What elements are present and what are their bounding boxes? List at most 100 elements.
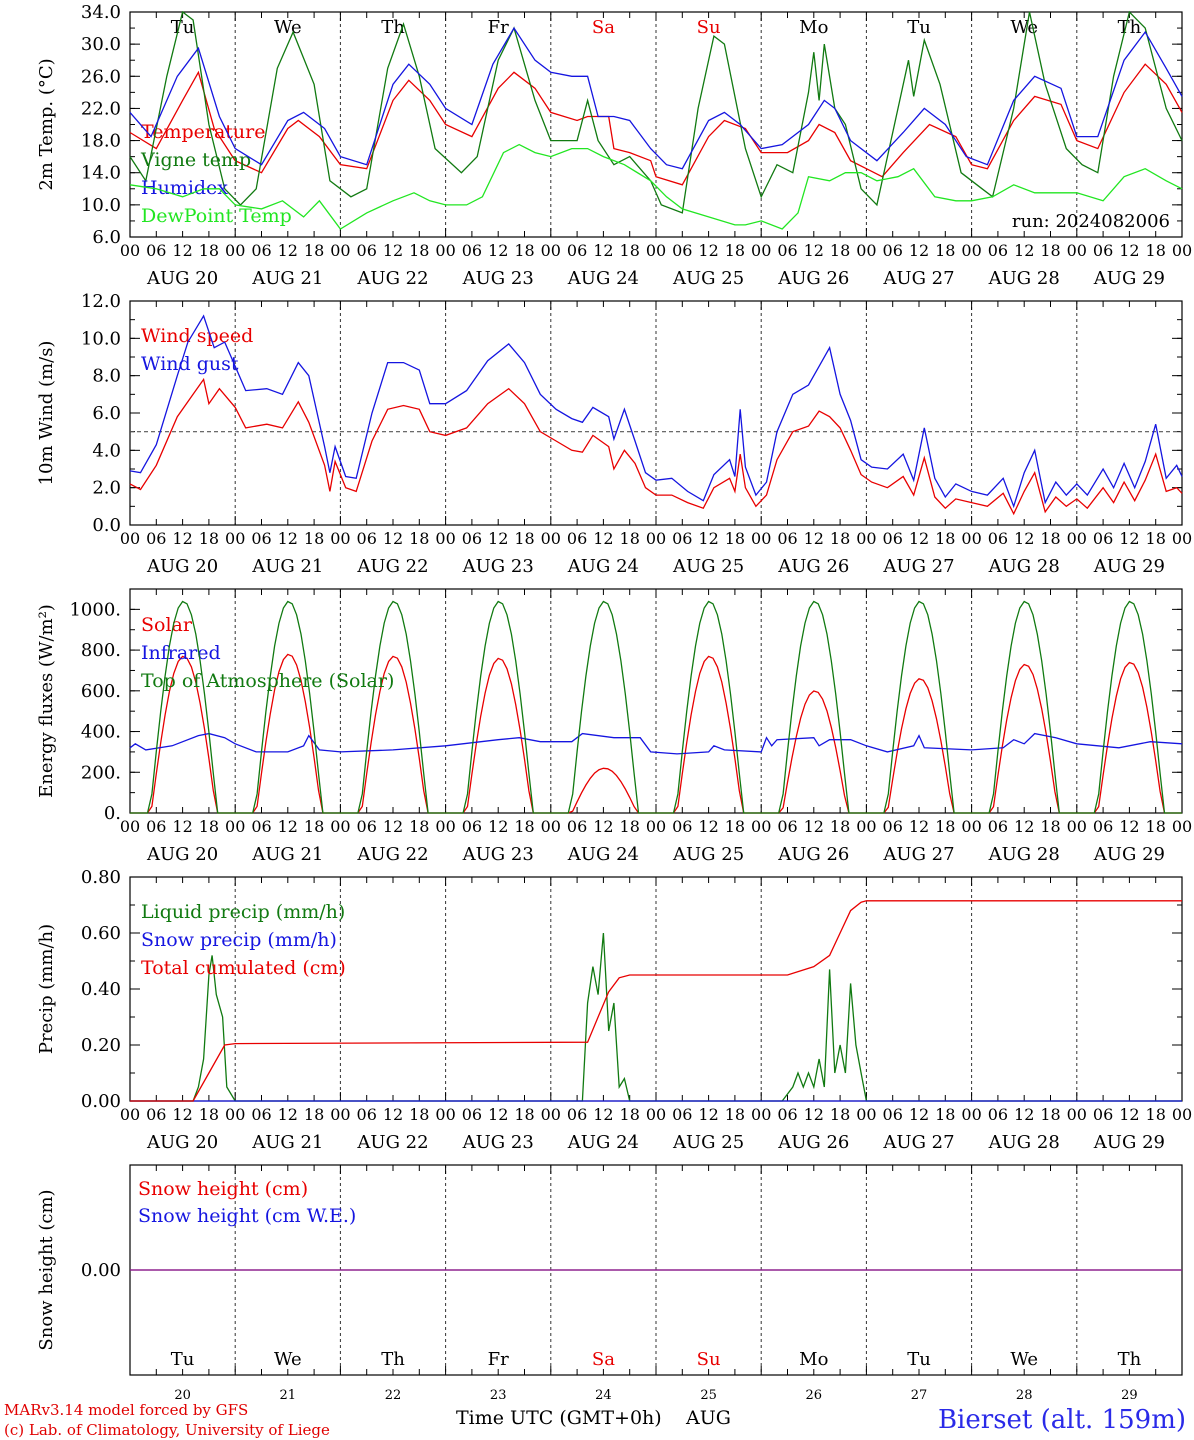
weekday-label: Th [381,17,405,38]
y-tick-label: 30.0 [81,34,121,55]
hour-tick-label: 06 [1093,817,1113,836]
hour-tick-label: 00 [541,1105,561,1124]
date-label: AUG 26 [777,268,849,289]
hour-tick-label: 18 [725,817,745,836]
weekday-label: Sa [592,17,615,38]
hour-tick-label: 18 [304,817,324,836]
date-label: AUG 29 [1093,844,1165,865]
date-label: AUG 20 [146,268,218,289]
date-label: AUG 28 [988,1132,1060,1153]
y-tick-label: 0.40 [81,979,121,1000]
hour-tick-label: 18 [620,1105,640,1124]
hour-tick-label: 00 [330,529,350,548]
date-label: AUG 23 [462,556,534,577]
weekday-label: Tu [171,1349,195,1370]
date-label: AUG 24 [567,1132,639,1153]
day-number: 29 [1121,1388,1138,1403]
hour-tick-label: 06 [251,817,271,836]
legend-liquid-precip-mm-h-: Liquid precip (mm/h) [141,901,345,923]
hour-tick-label: 12 [1014,817,1034,836]
y-tick-label: 6.0 [92,227,121,248]
day-numbers: 20 21 22 23 24 25 26 27 28 29 [174,1388,1137,1403]
y-tick-label: 0.60 [81,923,121,944]
weekday-label: Su [697,1349,721,1370]
day-number: 27 [911,1388,928,1403]
hour-tick-label: 12 [488,817,508,836]
hour-tick-label: 18 [514,817,534,836]
hour-tick-label: 18 [409,817,429,836]
legend-total-cumulated-cm-: Total cumulated (cm) [141,957,346,979]
hour-tick-label: 18 [304,529,324,548]
date-label: AUG 24 [567,844,639,865]
series-line-wind-gust [129,314,1183,509]
hour-tick-label: 00 [330,817,350,836]
hour-tick-label: 06 [672,529,692,548]
hour-tick-label: 12 [804,241,824,260]
hour-tick-label: 18 [620,817,640,836]
panel-5: 0.00 Snow height (cm) Tu We Th Fr Sa Su Mo Tu We Th… [36,1164,1183,1376]
hour-tick-label: 00 [330,1105,350,1124]
hour-tick-label: 18 [199,1105,219,1124]
hour-tick-label: 06 [988,241,1008,260]
date-label: AUG 21 [251,268,323,289]
legend-wind-speed: Wind speed [141,325,253,347]
date-label: AUG 28 [988,268,1060,289]
station-label: Bierset (alt. 159m) [938,1405,1186,1435]
hour-tick-label: 12 [1119,529,1139,548]
month-label: AUG [685,1407,731,1429]
hour-tick-label: 18 [304,241,324,260]
hour-tick-label: 00 [1172,817,1192,836]
weekday-label: Mo [799,17,828,38]
hour-tick-label: 06 [146,241,166,260]
hour-tick-label: 12 [488,1105,508,1124]
hour-tick-label: 06 [672,817,692,836]
hour-tick-label: 06 [146,817,166,836]
hour-tick-label: 18 [830,817,850,836]
weekday-label: Fr [488,1349,509,1370]
hour-tick-label: 12 [804,817,824,836]
hour-tick-label: 12 [172,817,192,836]
legend-humidex: Humidex [141,177,228,199]
hour-tick-label: 12 [593,817,613,836]
series-line-top-of-atmosphere-solar- [130,600,1182,814]
hour-tick-label: 18 [1146,241,1166,260]
y-tick-label: 0.0 [92,515,121,536]
date-label: AUG 27 [882,1132,954,1153]
y-tick-label: 14.0 [81,163,121,184]
y-tick-label: 0.00 [81,1260,121,1281]
hour-tick-label: 00 [1067,529,1087,548]
hour-tick-label: 12 [1014,1105,1034,1124]
y-tick-label: 4.0 [92,440,121,461]
hour-tick-label: 12 [698,529,718,548]
y-tick-label: 6.0 [92,403,121,424]
hour-tick-label: 18 [1040,529,1060,548]
date-label: AUG 24 [567,268,639,289]
y-tick-label: 10.0 [81,328,121,349]
hour-tick-label: 12 [383,529,403,548]
series-line-dewpoint-temp [129,143,1183,230]
date-label: AUG 22 [356,844,428,865]
hour-tick-label: 18 [1146,1105,1166,1124]
date-label: AUG 24 [567,556,639,577]
hour-tick-label: 00 [1172,1105,1192,1124]
y-tick-label: 26.0 [81,66,121,87]
hour-tick-label: 12 [1119,241,1139,260]
day-number: 24 [595,1388,612,1403]
model-credit: MARv3.14 model forced by GFS [4,1401,248,1419]
hour-tick-label: 06 [357,817,377,836]
hour-tick-label: 00 [225,241,245,260]
hour-tick-label: 06 [988,1105,1008,1124]
hour-tick-label: 18 [1040,817,1060,836]
hour-tick-label: 06 [567,241,587,260]
run-label: run: 2024082006 [1012,211,1170,232]
y-tick-label: 200. [81,762,121,783]
hour-tick-label: 12 [909,1105,929,1124]
date-label: AUG 29 [1093,556,1165,577]
hour-tick-label: 00 [856,529,876,548]
hour-tick-label: 00 [961,1105,981,1124]
hour-tick-label: 00 [435,529,455,548]
y-tick-label: 10.0 [81,195,121,216]
hour-tick-label: 00 [435,1105,455,1124]
y-tick-label: 8.0 [92,366,121,387]
y-tick-label: 0. [104,803,121,824]
